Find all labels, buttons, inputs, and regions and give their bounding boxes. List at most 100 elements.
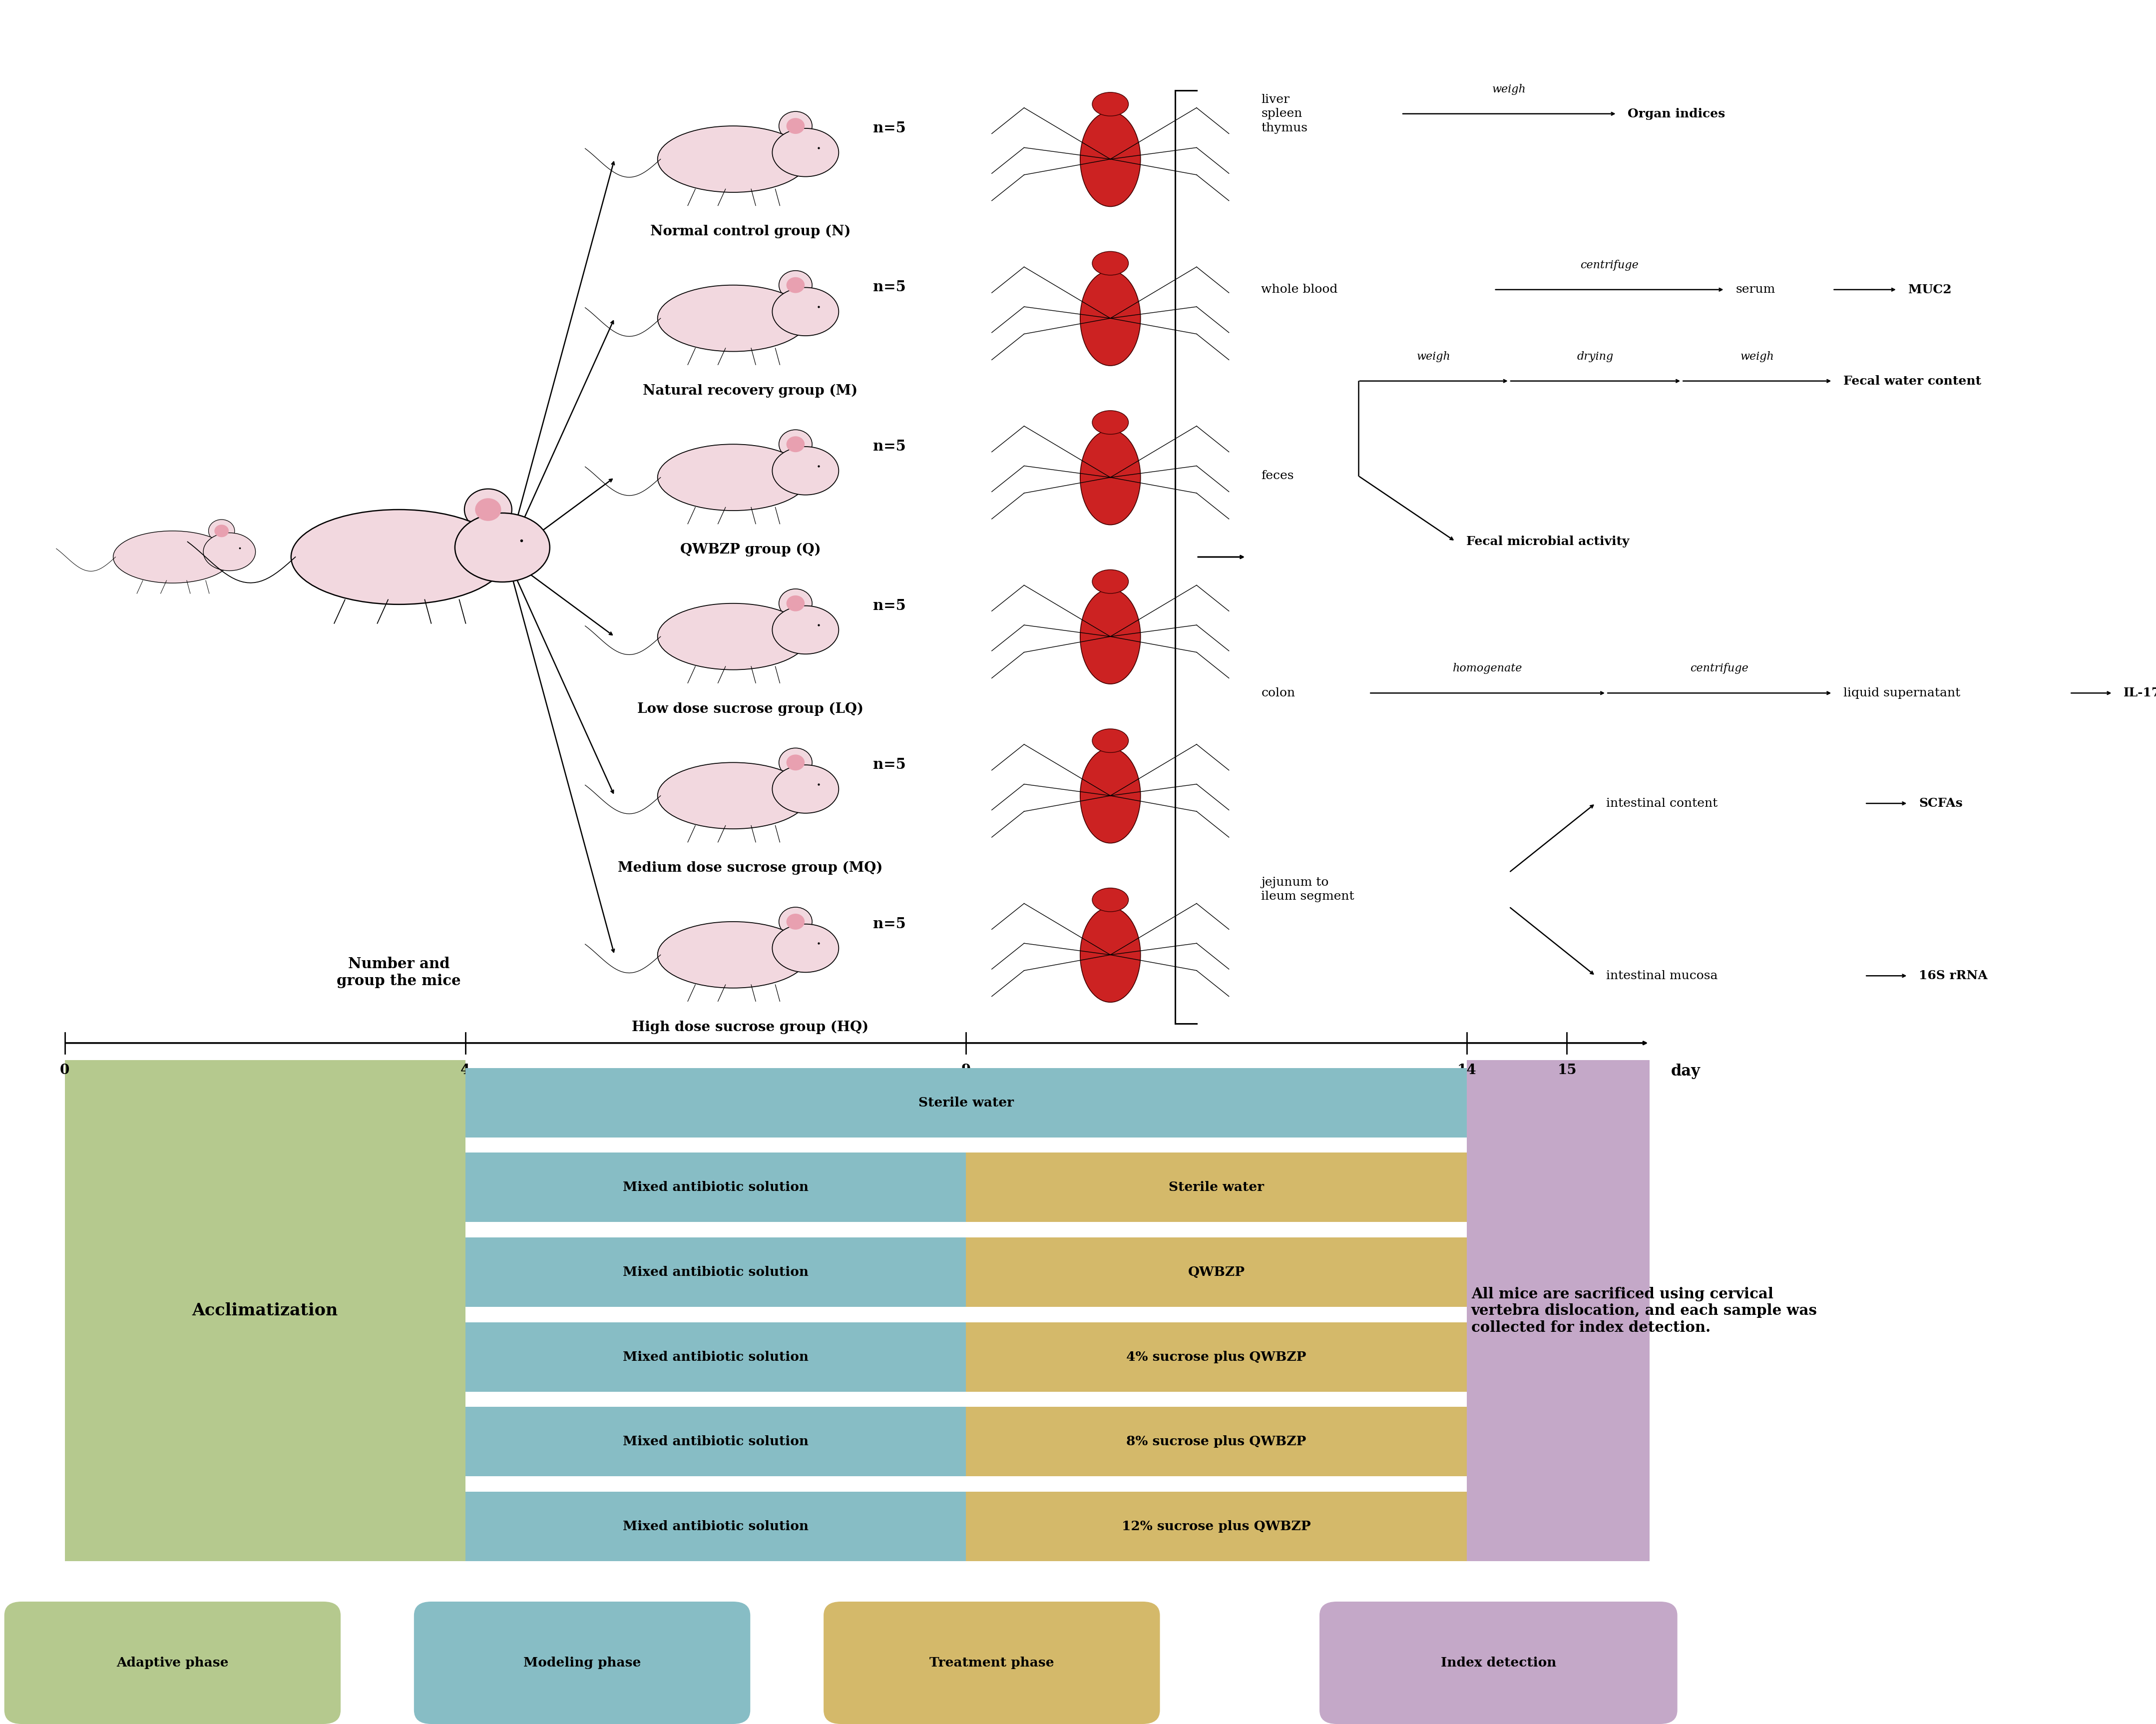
Text: Mixed antibiotic solution: Mixed antibiotic solution [623, 1350, 808, 1364]
Text: n=5: n=5 [873, 440, 906, 453]
Text: weigh: weigh [1492, 84, 1526, 95]
Text: 4: 4 [461, 1064, 470, 1078]
Ellipse shape [1080, 907, 1141, 1002]
Ellipse shape [658, 762, 808, 829]
Bar [966, 1153, 1466, 1222]
Ellipse shape [772, 924, 839, 972]
Bar [1466, 1060, 1649, 1562]
Ellipse shape [203, 533, 257, 571]
Text: colon: colon [1261, 688, 1296, 698]
Bar [966, 1238, 1466, 1307]
Text: n=5: n=5 [873, 279, 906, 295]
Ellipse shape [1080, 112, 1141, 207]
FancyBboxPatch shape [824, 1602, 1160, 1724]
Text: intestinal mucosa: intestinal mucosa [1606, 971, 1718, 981]
Text: 9: 9 [962, 1064, 970, 1078]
Bar [466, 1491, 966, 1562]
Text: Modeling phase: Modeling phase [524, 1657, 640, 1669]
Text: 8% sucrose plus QWBZP: 8% sucrose plus QWBZP [1125, 1436, 1307, 1448]
Bar [966, 1491, 1466, 1562]
Text: Organ indices: Organ indices [1628, 109, 1725, 119]
Ellipse shape [658, 445, 808, 510]
Text: Index detection: Index detection [1440, 1657, 1557, 1669]
Text: QWBZP group (Q): QWBZP group (Q) [679, 543, 821, 557]
Ellipse shape [1080, 271, 1141, 365]
Ellipse shape [778, 429, 813, 459]
Ellipse shape [778, 907, 813, 936]
Text: Low dose sucrose group (LQ): Low dose sucrose group (LQ) [638, 702, 862, 715]
Text: feces: feces [1261, 471, 1294, 481]
Text: Fecal water content: Fecal water content [1843, 376, 1981, 386]
Ellipse shape [658, 922, 808, 988]
Ellipse shape [778, 748, 813, 778]
Ellipse shape [464, 490, 511, 531]
Text: Normal control group (N): Normal control group (N) [651, 224, 849, 238]
Text: Adaptive phase: Adaptive phase [116, 1657, 229, 1669]
Ellipse shape [787, 278, 804, 293]
Text: Acclimatization: Acclimatization [192, 1303, 338, 1319]
Ellipse shape [1080, 429, 1141, 524]
Text: Mixed antibiotic solution: Mixed antibiotic solution [623, 1436, 808, 1448]
Text: Treatment phase: Treatment phase [929, 1657, 1054, 1669]
Ellipse shape [787, 595, 804, 612]
Text: 0: 0 [60, 1064, 69, 1078]
Text: day: day [1671, 1064, 1701, 1079]
Ellipse shape [778, 271, 813, 300]
Ellipse shape [787, 914, 804, 929]
Ellipse shape [772, 128, 839, 176]
Text: High dose sucrose group (HQ): High dose sucrose group (HQ) [632, 1021, 869, 1034]
Text: Fecal microbial activity: Fecal microbial activity [1466, 536, 1630, 547]
Ellipse shape [778, 590, 813, 617]
Text: n=5: n=5 [873, 757, 906, 772]
Text: homogenate: homogenate [1453, 664, 1522, 674]
Bar [466, 1153, 966, 1222]
Text: Mixed antibiotic solution: Mixed antibiotic solution [623, 1521, 808, 1533]
Text: Mixed antibiotic solution: Mixed antibiotic solution [623, 1181, 808, 1193]
Ellipse shape [112, 531, 233, 583]
Text: 4% sucrose plus QWBZP: 4% sucrose plus QWBZP [1125, 1350, 1307, 1364]
Bar [966, 1322, 1466, 1391]
Text: Sterile water: Sterile water [918, 1096, 1013, 1109]
Text: jejunum to
ileum segment: jejunum to ileum segment [1261, 878, 1354, 902]
Text: 12% sucrose plus QWBZP: 12% sucrose plus QWBZP [1121, 1521, 1311, 1533]
Bar [466, 1322, 966, 1391]
Text: intestinal content: intestinal content [1606, 798, 1718, 809]
Ellipse shape [658, 284, 808, 352]
Ellipse shape [291, 510, 507, 605]
Ellipse shape [772, 447, 839, 495]
Text: Natural recovery group (M): Natural recovery group (M) [642, 384, 858, 398]
Text: centrifuge: centrifuge [1690, 664, 1749, 674]
Bar [966, 1407, 1466, 1476]
Ellipse shape [209, 519, 235, 543]
Ellipse shape [787, 755, 804, 771]
Text: weigh: weigh [1416, 352, 1451, 362]
Text: Mixed antibiotic solution: Mixed antibiotic solution [623, 1265, 808, 1279]
Text: All mice are sacrificed using cervical
vertebra dislocation, and each sample was: All mice are sacrificed using cervical v… [1470, 1286, 1818, 1334]
Text: 15: 15 [1557, 1064, 1576, 1078]
Bar [466, 1238, 966, 1307]
Ellipse shape [1093, 888, 1128, 912]
Text: weigh: weigh [1740, 352, 1774, 362]
Bar [466, 1407, 966, 1476]
Ellipse shape [1080, 748, 1141, 843]
Ellipse shape [772, 765, 839, 814]
Text: Medium dose sucrose group (MQ): Medium dose sucrose group (MQ) [619, 862, 882, 874]
Text: liver
spleen
thymus: liver spleen thymus [1261, 93, 1309, 134]
Text: liquid supernatant: liquid supernatant [1843, 688, 1960, 698]
Text: IL-17: IL-17 [2124, 688, 2156, 698]
Ellipse shape [778, 112, 813, 140]
Ellipse shape [772, 605, 839, 653]
Ellipse shape [1093, 729, 1128, 753]
Text: whole blood: whole blood [1261, 284, 1339, 295]
Ellipse shape [1093, 569, 1128, 593]
Text: QWBZP: QWBZP [1188, 1265, 1244, 1279]
FancyBboxPatch shape [1319, 1602, 1677, 1724]
Ellipse shape [658, 126, 808, 193]
Text: serum: serum [1736, 284, 1774, 295]
Ellipse shape [1093, 252, 1128, 276]
Text: MUC2: MUC2 [1908, 284, 1951, 295]
Text: centrifuge: centrifuge [1580, 260, 1639, 271]
Text: Sterile water: Sterile water [1169, 1181, 1263, 1193]
Bar [65, 1060, 466, 1562]
Ellipse shape [658, 603, 808, 669]
